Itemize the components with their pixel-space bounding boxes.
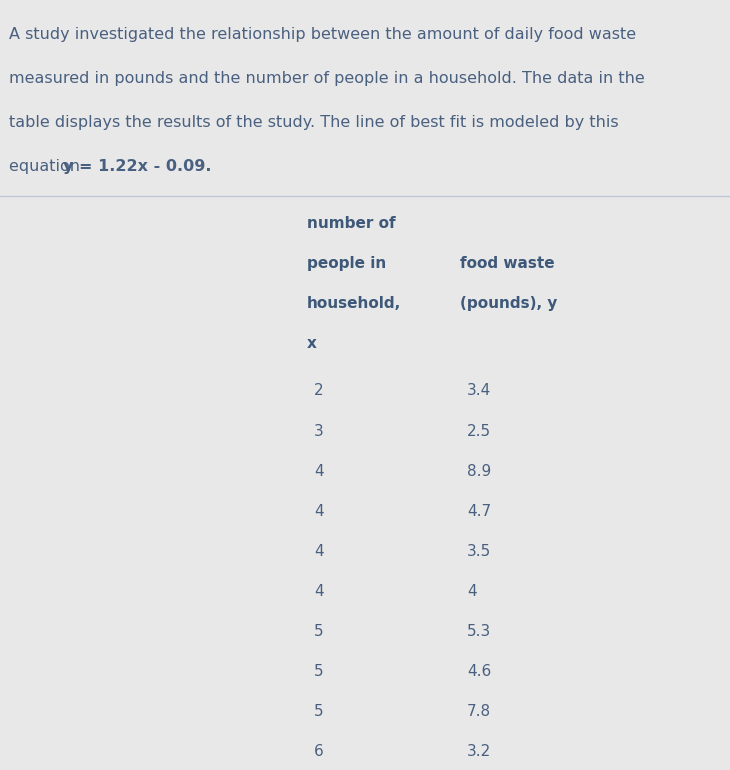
Text: A study investigated the relationship between the amount of daily food waste: A study investigated the relationship be… <box>9 27 637 42</box>
Text: 5.3: 5.3 <box>467 624 491 638</box>
Text: 6: 6 <box>314 744 323 758</box>
Text: people in: people in <box>307 256 386 270</box>
Text: 5: 5 <box>314 704 323 718</box>
Text: 3.5: 3.5 <box>467 544 491 558</box>
Text: 3.4: 3.4 <box>467 383 491 398</box>
Text: number of: number of <box>307 216 395 230</box>
Text: 7.8: 7.8 <box>467 704 491 718</box>
Text: (pounds), y: (pounds), y <box>460 296 557 310</box>
Text: 5: 5 <box>314 624 323 638</box>
Text: 4: 4 <box>314 544 323 558</box>
Text: 4: 4 <box>467 584 477 598</box>
Text: household,: household, <box>307 296 401 310</box>
Text: 4: 4 <box>314 504 323 518</box>
Text: 4: 4 <box>314 464 323 478</box>
Text: measured in pounds and the number of people in a household. The data in the: measured in pounds and the number of peo… <box>9 71 645 85</box>
Text: equation: equation <box>9 159 85 173</box>
Text: 8.9: 8.9 <box>467 464 491 478</box>
Text: 4.7: 4.7 <box>467 504 491 518</box>
Text: food waste: food waste <box>460 256 555 270</box>
Text: table displays the results of the study. The line of best fit is modeled by this: table displays the results of the study.… <box>9 115 619 129</box>
Text: y = 1.22x - 0.09.: y = 1.22x - 0.09. <box>63 159 211 173</box>
Text: 3: 3 <box>314 424 323 438</box>
Text: 4: 4 <box>314 584 323 598</box>
Text: 2: 2 <box>314 383 323 398</box>
Text: x: x <box>307 336 317 350</box>
Text: 5: 5 <box>314 664 323 678</box>
Text: 2.5: 2.5 <box>467 424 491 438</box>
Text: 3.2: 3.2 <box>467 744 491 758</box>
Text: 4.6: 4.6 <box>467 664 491 678</box>
